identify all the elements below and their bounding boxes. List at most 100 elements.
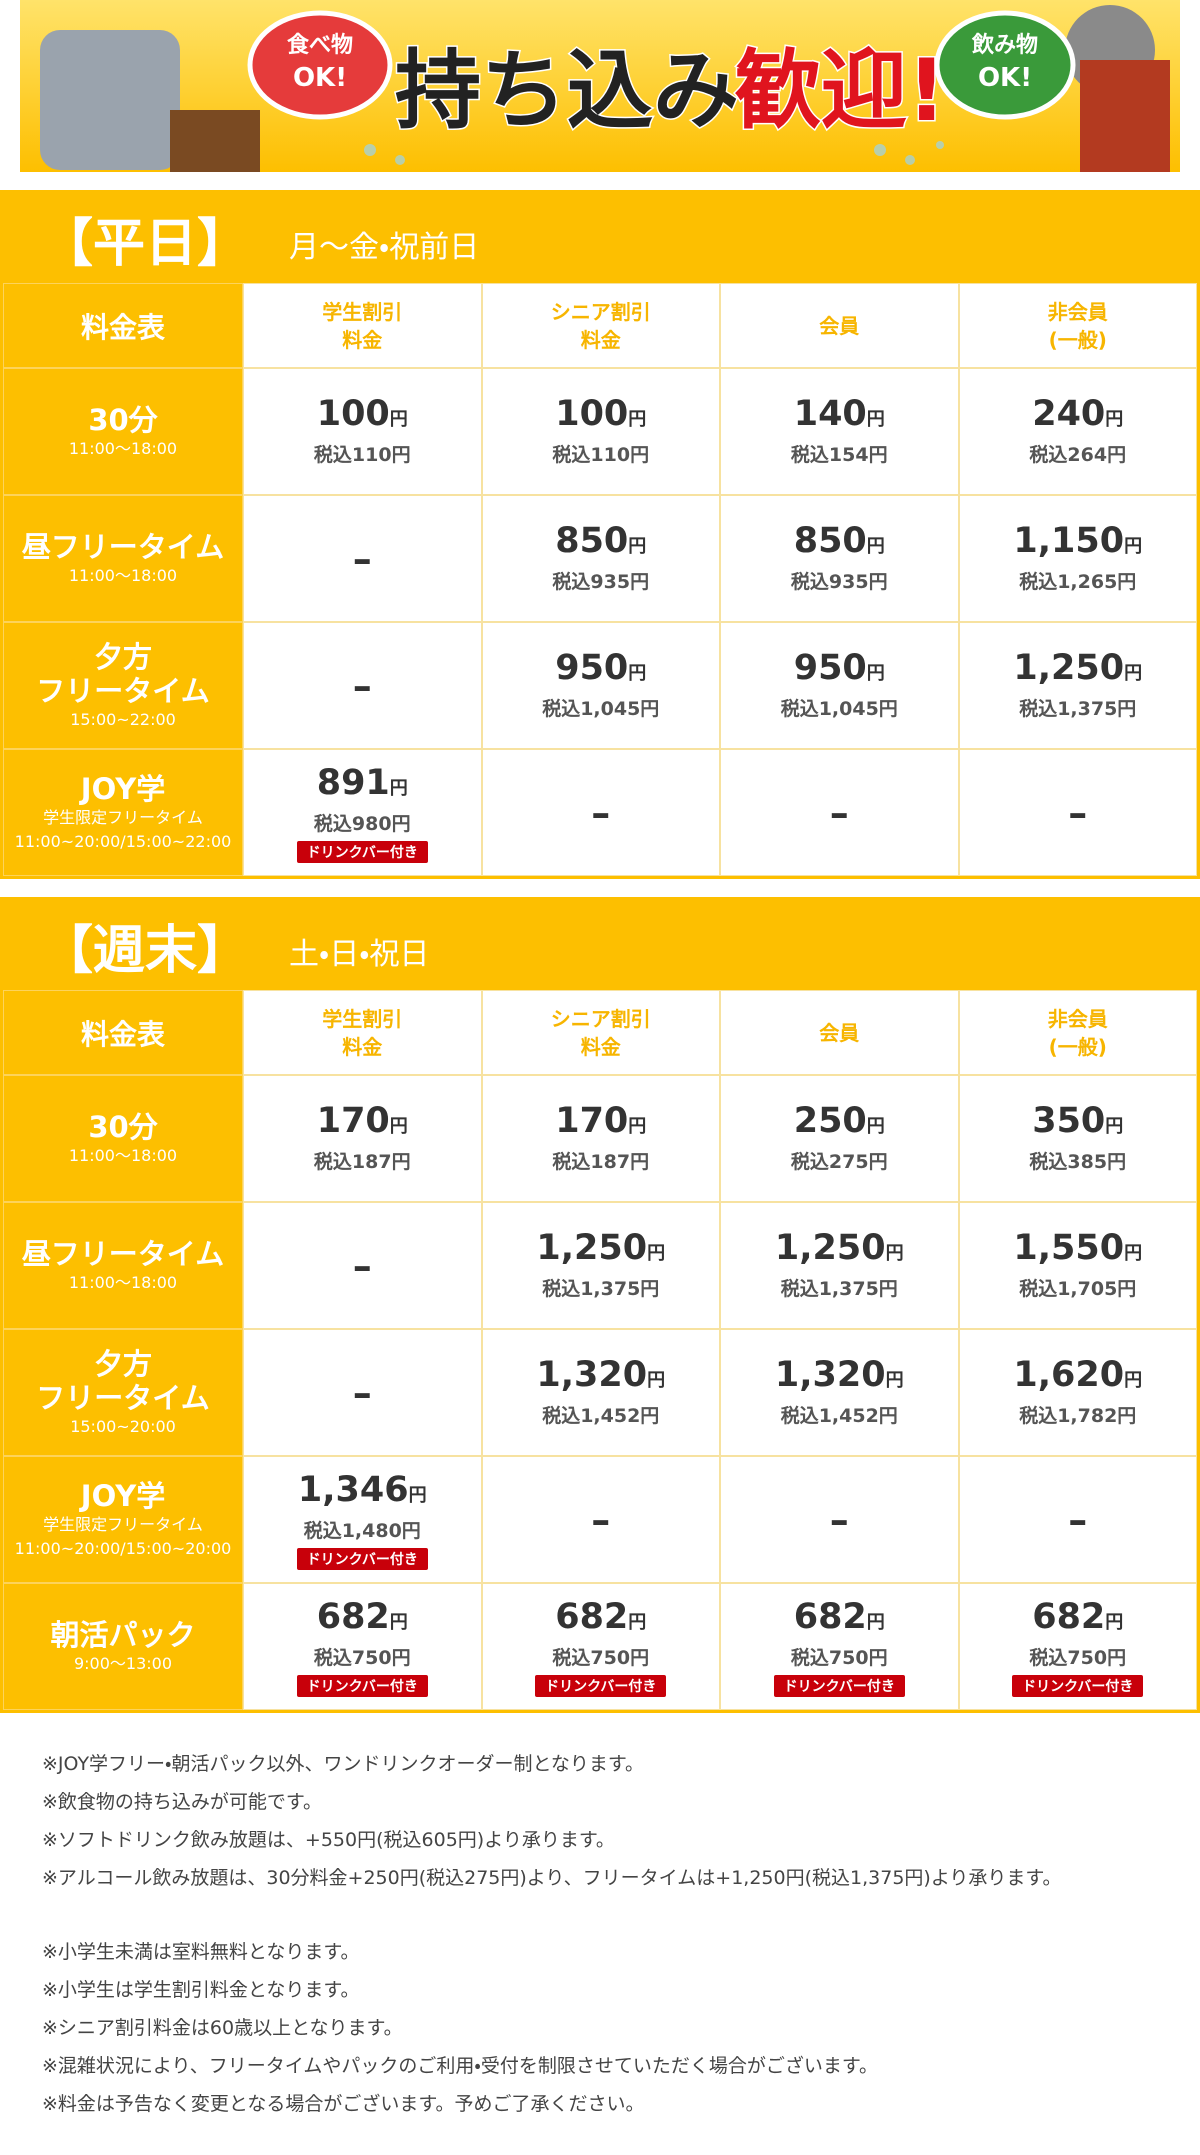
drink-badge: ドリンクバー付き (535, 1674, 667, 1697)
price-value: 1,346 (297, 1469, 409, 1510)
price-cell: 1,320円 税込1,452円 (720, 1329, 959, 1456)
tax-price: 税込1,452円 (780, 1404, 898, 1427)
dash: – (829, 790, 849, 835)
price-value: 850 (793, 520, 867, 561)
price: 682円 (794, 1597, 885, 1643)
food-ok: OK! (293, 63, 347, 93)
drink-ok: OK! (978, 63, 1032, 93)
note: ※JOY学フリー・朝活パック以外、ワンドリンクオーダー制となります。 (42, 1753, 645, 1775)
cup (1080, 60, 1170, 172)
dash: – (352, 663, 372, 708)
price-cell: – (958, 1456, 1197, 1583)
row-label: 昼フリータイム 11:00～18:00 (3, 1202, 243, 1329)
price-unit: 円 (1124, 662, 1143, 684)
price-cell: 350円税込385円 (958, 1075, 1197, 1202)
price-cell: 682円税込750円 ドリンクバー付き (958, 1583, 1197, 1710)
price-cell: 170円 税込187円 (481, 1075, 720, 1202)
price-value: 140 (793, 393, 867, 434)
note: ※飲食物の持ち込みが可能です。 (42, 1791, 323, 1813)
price-value: 170 (555, 1100, 629, 1141)
price-value: 1,620 (1013, 1354, 1125, 1395)
price-value: 682 (555, 1596, 629, 1637)
price-table: 【平日】 月～金・祝前日 料金表 学生割引 料金 シニア割引 料金 会員 非会員 (一般) 30分 1… (0, 190, 1200, 879)
drink-badge: ドリンクバー付き (296, 840, 428, 863)
price-value: 1,150 (1013, 520, 1125, 561)
column-header-line: シニア割引 (550, 1006, 651, 1031)
price: 682円 (317, 1597, 408, 1643)
tax-price: 税込275円 (790, 1150, 888, 1173)
note: ※小学生未満は室料無料となります。 (42, 1941, 360, 1963)
price-value: 1,320 (536, 1354, 648, 1395)
table-subtitle: 土・日・祝日 (289, 937, 430, 972)
table-grid: 料金表 学生割引 料金 シニア割引 料金 会員 非会員 (一般) 30分 11:00～18:00 1… (3, 990, 1197, 1710)
price: 950円 (794, 648, 885, 694)
price-value: 891 (316, 762, 390, 803)
dash: – (1068, 790, 1088, 835)
price-unit: 円 (866, 408, 885, 430)
row-hours: 15:00~22:00 (70, 709, 176, 729)
column-header-line: 会員 (819, 1020, 860, 1045)
price-value: 682 (1032, 1596, 1106, 1637)
price: 350円 (1032, 1101, 1123, 1147)
column-header-line: 料金 (342, 1034, 383, 1059)
row-name: 30分 (88, 402, 158, 437)
note: ※小学生は学生割引料金となります。 (42, 1979, 360, 2001)
price-cell: 850円 税込935円 (720, 495, 959, 622)
row-name: フリータイム (36, 673, 210, 708)
row-name: 夕方 (93, 1346, 152, 1381)
tax-price: 税込187円 (313, 1150, 411, 1173)
price-cell: 682円 税込750円 ドリンクバー付き (720, 1583, 959, 1710)
price: 170円 (317, 1101, 408, 1147)
price-unit: 円 (628, 1115, 647, 1137)
price-unit: 円 (866, 1115, 885, 1137)
price: 1,550円 (1013, 1228, 1142, 1274)
price-cell: 100円 税込110円 (481, 368, 720, 495)
snack (170, 110, 260, 172)
tax-price: 税込1,045円 (780, 697, 898, 720)
price-unit: 円 (389, 408, 408, 430)
price-value: 1,250 (536, 1227, 648, 1268)
price-cell: – (481, 749, 720, 876)
price-unit: 円 (1105, 1611, 1124, 1633)
price-cell: 850円 税込935円 (481, 495, 720, 622)
price-unit: 円 (628, 535, 647, 557)
price: 1,346円 (298, 1470, 427, 1516)
price-unit: 円 (389, 1611, 408, 1633)
drink-badge: ドリンクバー付き (1012, 1674, 1144, 1697)
row-hours: 11:00～18:00 (68, 438, 178, 458)
row-name: 昼フリータイム (21, 529, 225, 564)
price-cell: 950円 税込1,045円 (481, 622, 720, 749)
price-cell: 1,346円 税込1,480円 ドリンクバー付き (243, 1456, 482, 1583)
price-cell: – (958, 749, 1197, 876)
price-value: 850 (555, 520, 629, 561)
title-b: 歓迎! (735, 41, 946, 141)
tax-price: 税込1,452円 (542, 1404, 660, 1427)
row-hours: 学生限定フリータイム (43, 1514, 203, 1534)
drink-badge: ドリンクバー付き (296, 1674, 428, 1697)
tax-price: 税込750円 (1029, 1646, 1127, 1669)
price-cell: 240円 税込264円 (958, 368, 1197, 495)
price-cell: – (243, 622, 482, 749)
price-cell: 170円税込187円 (243, 1075, 482, 1202)
table-grid: 料金表 学生割引 料金 シニア割引 料金 会員 非会員 (一般) 30分 11:00～18:00 1… (3, 283, 1197, 876)
price-unit: 円 (885, 1242, 904, 1264)
tax-price: 税込1,045円 (542, 697, 660, 720)
price-value: 240 (1032, 393, 1106, 434)
column-header: 会員 (720, 283, 959, 368)
price-cell: – (243, 1329, 482, 1456)
price: 170円 (555, 1101, 646, 1147)
price-unit: 円 (1124, 1369, 1143, 1391)
tax-price: 税込1,480円 (303, 1519, 421, 1542)
price-value: 950 (555, 647, 629, 688)
dash: – (1068, 1497, 1088, 1542)
price-cell: 1,550円 税込1,705円 (958, 1202, 1197, 1329)
row-name: フリータイム (36, 1380, 210, 1415)
tax-price: 税込385円 (1029, 1150, 1127, 1173)
price-cell: 100円 税込110円 (243, 368, 482, 495)
note: ※ソフトドリンク飲み放題は、+550円(税込605円)より承ります。 (42, 1829, 615, 1851)
row-label: 夕方 フリータイム 15:00~20:00 (3, 1329, 243, 1456)
price: 100円 (317, 394, 408, 440)
column-header-line: 学生割引 (322, 299, 403, 324)
price: 1,250円 (1013, 648, 1142, 694)
